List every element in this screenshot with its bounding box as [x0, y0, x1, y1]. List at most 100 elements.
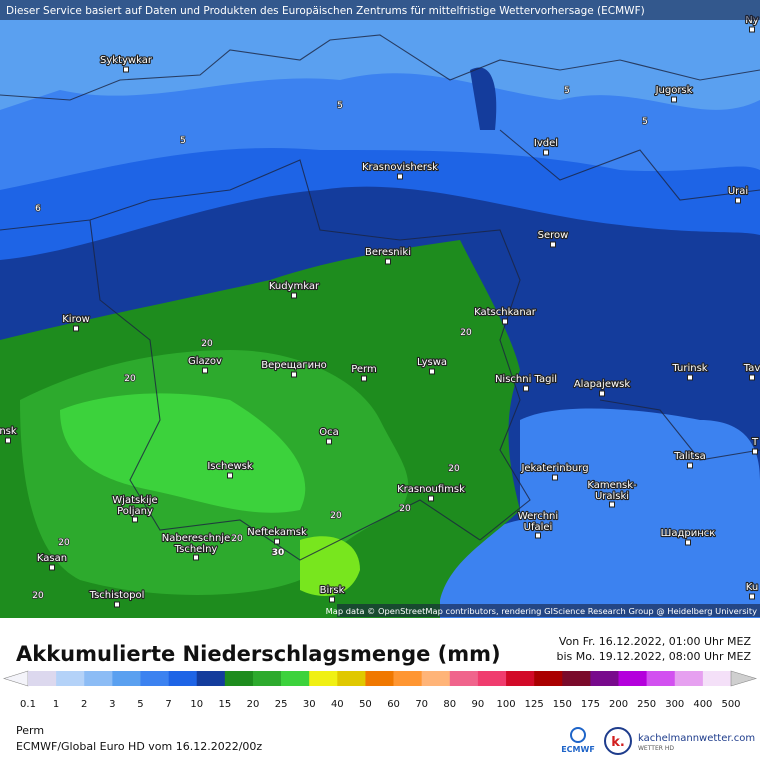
- city-label: Alapajewsk: [574, 379, 631, 390]
- contour-label: 5: [180, 136, 186, 146]
- location: Perm: [16, 724, 44, 737]
- contour-label: 20: [32, 591, 44, 601]
- city-marker: [535, 532, 541, 539]
- city-label: Beresniki: [365, 247, 411, 258]
- city-marker: [193, 554, 199, 561]
- city-marker: [749, 593, 755, 600]
- city-label: Talitsa: [673, 451, 705, 462]
- city-label: Serow: [538, 230, 569, 241]
- city-label: Nabereschnje: [162, 533, 230, 544]
- legend-label: 30: [303, 699, 316, 710]
- city-marker: [685, 539, 691, 546]
- legend-swatch: [337, 671, 366, 686]
- city-label: Poljany: [117, 506, 153, 517]
- contour-label: 20: [330, 511, 342, 521]
- legend-label: 500: [721, 699, 740, 710]
- header-notice: Dieser Service basiert auf Daten und Pro…: [6, 5, 645, 17]
- city-label: Wjatskije: [112, 495, 157, 506]
- city-label: Ivdel: [534, 138, 558, 149]
- city-marker: [609, 501, 615, 508]
- city-label: Jugorsk: [655, 85, 693, 96]
- city-label: Glazov: [188, 356, 222, 367]
- city-label: Syktywkar: [100, 55, 153, 66]
- contour-label: 20: [124, 374, 136, 384]
- city-marker: [73, 325, 79, 332]
- contour-label: 5: [564, 86, 570, 96]
- legend-label: 15: [218, 699, 231, 710]
- period-to: bis Mo. 19.12.2022, 08:00 Uhr MEZ: [557, 650, 752, 663]
- map: [0, 0, 760, 618]
- city-label: Tschelny: [174, 544, 218, 555]
- legend-label: 20: [247, 699, 260, 710]
- legend-swatch: [56, 671, 85, 686]
- city-marker: [5, 437, 11, 444]
- city-label: Krasnoufimsk: [397, 484, 465, 495]
- contour-label: 5: [337, 101, 343, 111]
- legend-swatch: [168, 671, 198, 686]
- legend-swatch: [702, 671, 732, 686]
- city-marker: [291, 371, 297, 378]
- legend-swatch: [646, 671, 676, 686]
- city-marker: [429, 368, 435, 375]
- legend-swatch: [393, 671, 422, 686]
- legend-swatch: [28, 671, 57, 686]
- legend-label: 60: [387, 699, 400, 710]
- city-marker: [291, 292, 297, 299]
- city-label: Birsk: [320, 585, 345, 596]
- city-label: Tav: [743, 363, 760, 374]
- city-label: Krasnovishersk: [362, 162, 438, 173]
- attribution-bar: [337, 604, 760, 617]
- site-sub: WETTER HD: [638, 745, 674, 752]
- legend-label: 90: [472, 699, 485, 710]
- legend-label: 175: [581, 699, 600, 710]
- attribution: Map data © OpenStreetMap contributors, r…: [326, 606, 758, 616]
- contour-label: 6: [35, 204, 41, 214]
- legend-label: 125: [525, 699, 544, 710]
- legend-swatch: [84, 671, 113, 686]
- city-label: Kudymkar: [269, 281, 320, 292]
- city-marker: [114, 601, 120, 608]
- city-label: Lyswa: [417, 357, 447, 368]
- legend-swatch: [421, 671, 451, 686]
- legend-swatch: [506, 671, 535, 686]
- city-label: Ufalei: [524, 522, 553, 533]
- city-marker: [274, 538, 280, 545]
- legend-label: 250: [637, 699, 656, 710]
- city-marker: [202, 367, 208, 374]
- city-marker: [132, 516, 138, 523]
- legend-label: 80: [443, 699, 456, 710]
- legend-swatch: [252, 671, 282, 686]
- legend-label: 0.1: [20, 699, 36, 710]
- city-label: nsk: [0, 426, 17, 437]
- legend-label: 25: [275, 699, 288, 710]
- city-marker: [49, 564, 55, 571]
- legend-swatch: [196, 671, 226, 686]
- legend-swatch: [618, 671, 647, 686]
- city-marker: [428, 495, 434, 502]
- legend-label: 70: [415, 699, 428, 710]
- legend-label: 5: [137, 699, 143, 710]
- city-marker: [749, 374, 755, 381]
- contour-label: 20: [448, 464, 460, 474]
- city-label: Turinsk: [671, 363, 707, 374]
- city-marker: [687, 374, 693, 381]
- legend-swatch: [477, 671, 507, 686]
- city-marker: [385, 258, 391, 265]
- city-marker: [671, 96, 677, 103]
- legend-label: 40: [331, 699, 344, 710]
- city-label: Uralski: [595, 491, 629, 502]
- legend-swatch: [534, 671, 563, 686]
- city-marker: [543, 149, 549, 156]
- legend-label: 50: [359, 699, 372, 710]
- legend-swatch: [562, 671, 591, 686]
- city-marker: [227, 472, 233, 479]
- legend-label: 10: [190, 699, 203, 710]
- city-marker: [552, 474, 558, 481]
- city-label: Tschistopol: [89, 590, 145, 601]
- legend-swatch: [140, 671, 169, 686]
- legend-label: 200: [609, 699, 628, 710]
- title: Akkumulierte Niederschlagsmenge (mm): [16, 642, 501, 666]
- legend-swatch: [365, 671, 394, 686]
- legend-label: 150: [553, 699, 572, 710]
